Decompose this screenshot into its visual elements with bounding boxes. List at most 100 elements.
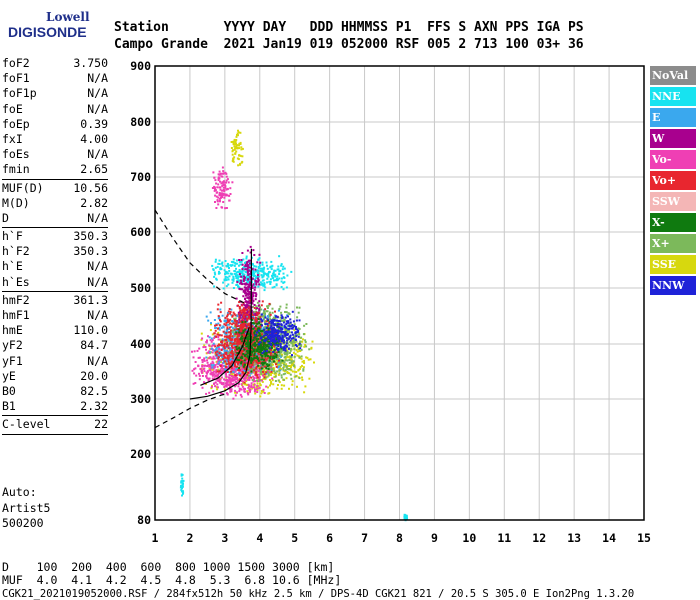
echo-point [292, 342, 295, 345]
echo-point [261, 263, 264, 266]
echo-point [232, 367, 235, 370]
echo-point [234, 314, 237, 317]
param-row: C-level 22 [2, 417, 108, 432]
echo-point [217, 379, 220, 382]
echo-point [247, 306, 250, 309]
echo-point [242, 351, 244, 354]
echo-point [250, 341, 253, 343]
echo-point [182, 492, 184, 495]
echo-point [258, 348, 260, 351]
echo-point [257, 346, 259, 349]
echo-point [241, 270, 244, 273]
echo-point [299, 340, 302, 343]
echo-point [238, 333, 241, 336]
echo-point [228, 331, 230, 334]
echo-point [236, 348, 238, 351]
echo-point [251, 318, 254, 321]
echo-point [214, 324, 216, 327]
echo-point [223, 360, 226, 363]
echo-point [270, 260, 273, 263]
echo-point [298, 328, 301, 330]
echo-point [253, 350, 256, 353]
echo-point [252, 323, 255, 326]
echo-point [273, 341, 276, 343]
param-separator [2, 415, 108, 417]
echo-point [249, 273, 252, 275]
echo-point [290, 337, 293, 340]
echo-point [225, 207, 228, 209]
param-key: hmF2 [2, 292, 30, 307]
echo-point [261, 348, 264, 351]
echo-point [232, 364, 235, 367]
echo-point [232, 378, 235, 381]
echo-point [267, 362, 270, 365]
echo-point [239, 388, 242, 391]
echo-point [233, 313, 236, 316]
echo-point [232, 320, 235, 323]
echo-point [206, 351, 209, 354]
echo-point [256, 391, 259, 393]
echo-point [223, 349, 226, 351]
echo-point [273, 285, 276, 288]
echo-point [249, 293, 251, 295]
echo-point [214, 327, 217, 329]
echo-point [238, 316, 241, 319]
echo-point [277, 343, 280, 346]
echo-point [274, 335, 277, 338]
echo-cluster [179, 473, 185, 497]
echo-point [262, 344, 265, 347]
echo-point [216, 308, 219, 311]
echo-point [247, 269, 250, 272]
echo-point [214, 353, 217, 355]
echo-point [281, 336, 284, 339]
echo-point [290, 360, 293, 363]
echo-point [224, 333, 227, 335]
echo-point [267, 334, 270, 337]
echo-point [253, 344, 256, 347]
echo-point [213, 285, 216, 288]
echo-point [304, 341, 307, 343]
echo-cluster [230, 129, 244, 167]
echo-point [231, 360, 234, 363]
echo-point [223, 335, 226, 338]
echo-point [222, 357, 225, 360]
echo-point [267, 337, 270, 340]
param-value: N/A [87, 86, 108, 101]
param-row: fxI 4.00 [2, 132, 108, 147]
echo-point [230, 355, 233, 358]
echo-point [223, 347, 226, 350]
echo-point [223, 278, 226, 281]
echo-point [225, 373, 227, 375]
echo-point [213, 357, 216, 360]
echo-point [255, 331, 258, 334]
echo-point [197, 364, 200, 367]
echo-point [243, 286, 246, 289]
echo-point [280, 336, 283, 339]
echo-point [225, 175, 228, 178]
echo-point [249, 283, 252, 286]
echo-point [209, 364, 212, 367]
echo-point [220, 382, 223, 385]
echo-point [248, 350, 250, 353]
echo-point [221, 344, 224, 347]
echo-point [294, 332, 297, 335]
echo-point [267, 372, 270, 375]
echo-point [286, 350, 289, 353]
echo-point [278, 381, 281, 384]
echo-point [284, 333, 287, 336]
echo-point [299, 366, 302, 369]
echo-point [266, 369, 269, 372]
echo-point [213, 271, 216, 274]
echo-point [242, 307, 245, 310]
echo-point [256, 357, 259, 360]
echo-point [263, 347, 266, 350]
echo-point [239, 270, 242, 273]
echo-point [279, 361, 282, 364]
echo-point [248, 368, 250, 371]
param-row: hmF2 361.3 [2, 293, 108, 308]
echo-point [229, 322, 232, 325]
echo-point [226, 276, 229, 279]
echo-point [221, 166, 224, 169]
echo-point [282, 265, 285, 268]
echo-point [252, 312, 255, 315]
